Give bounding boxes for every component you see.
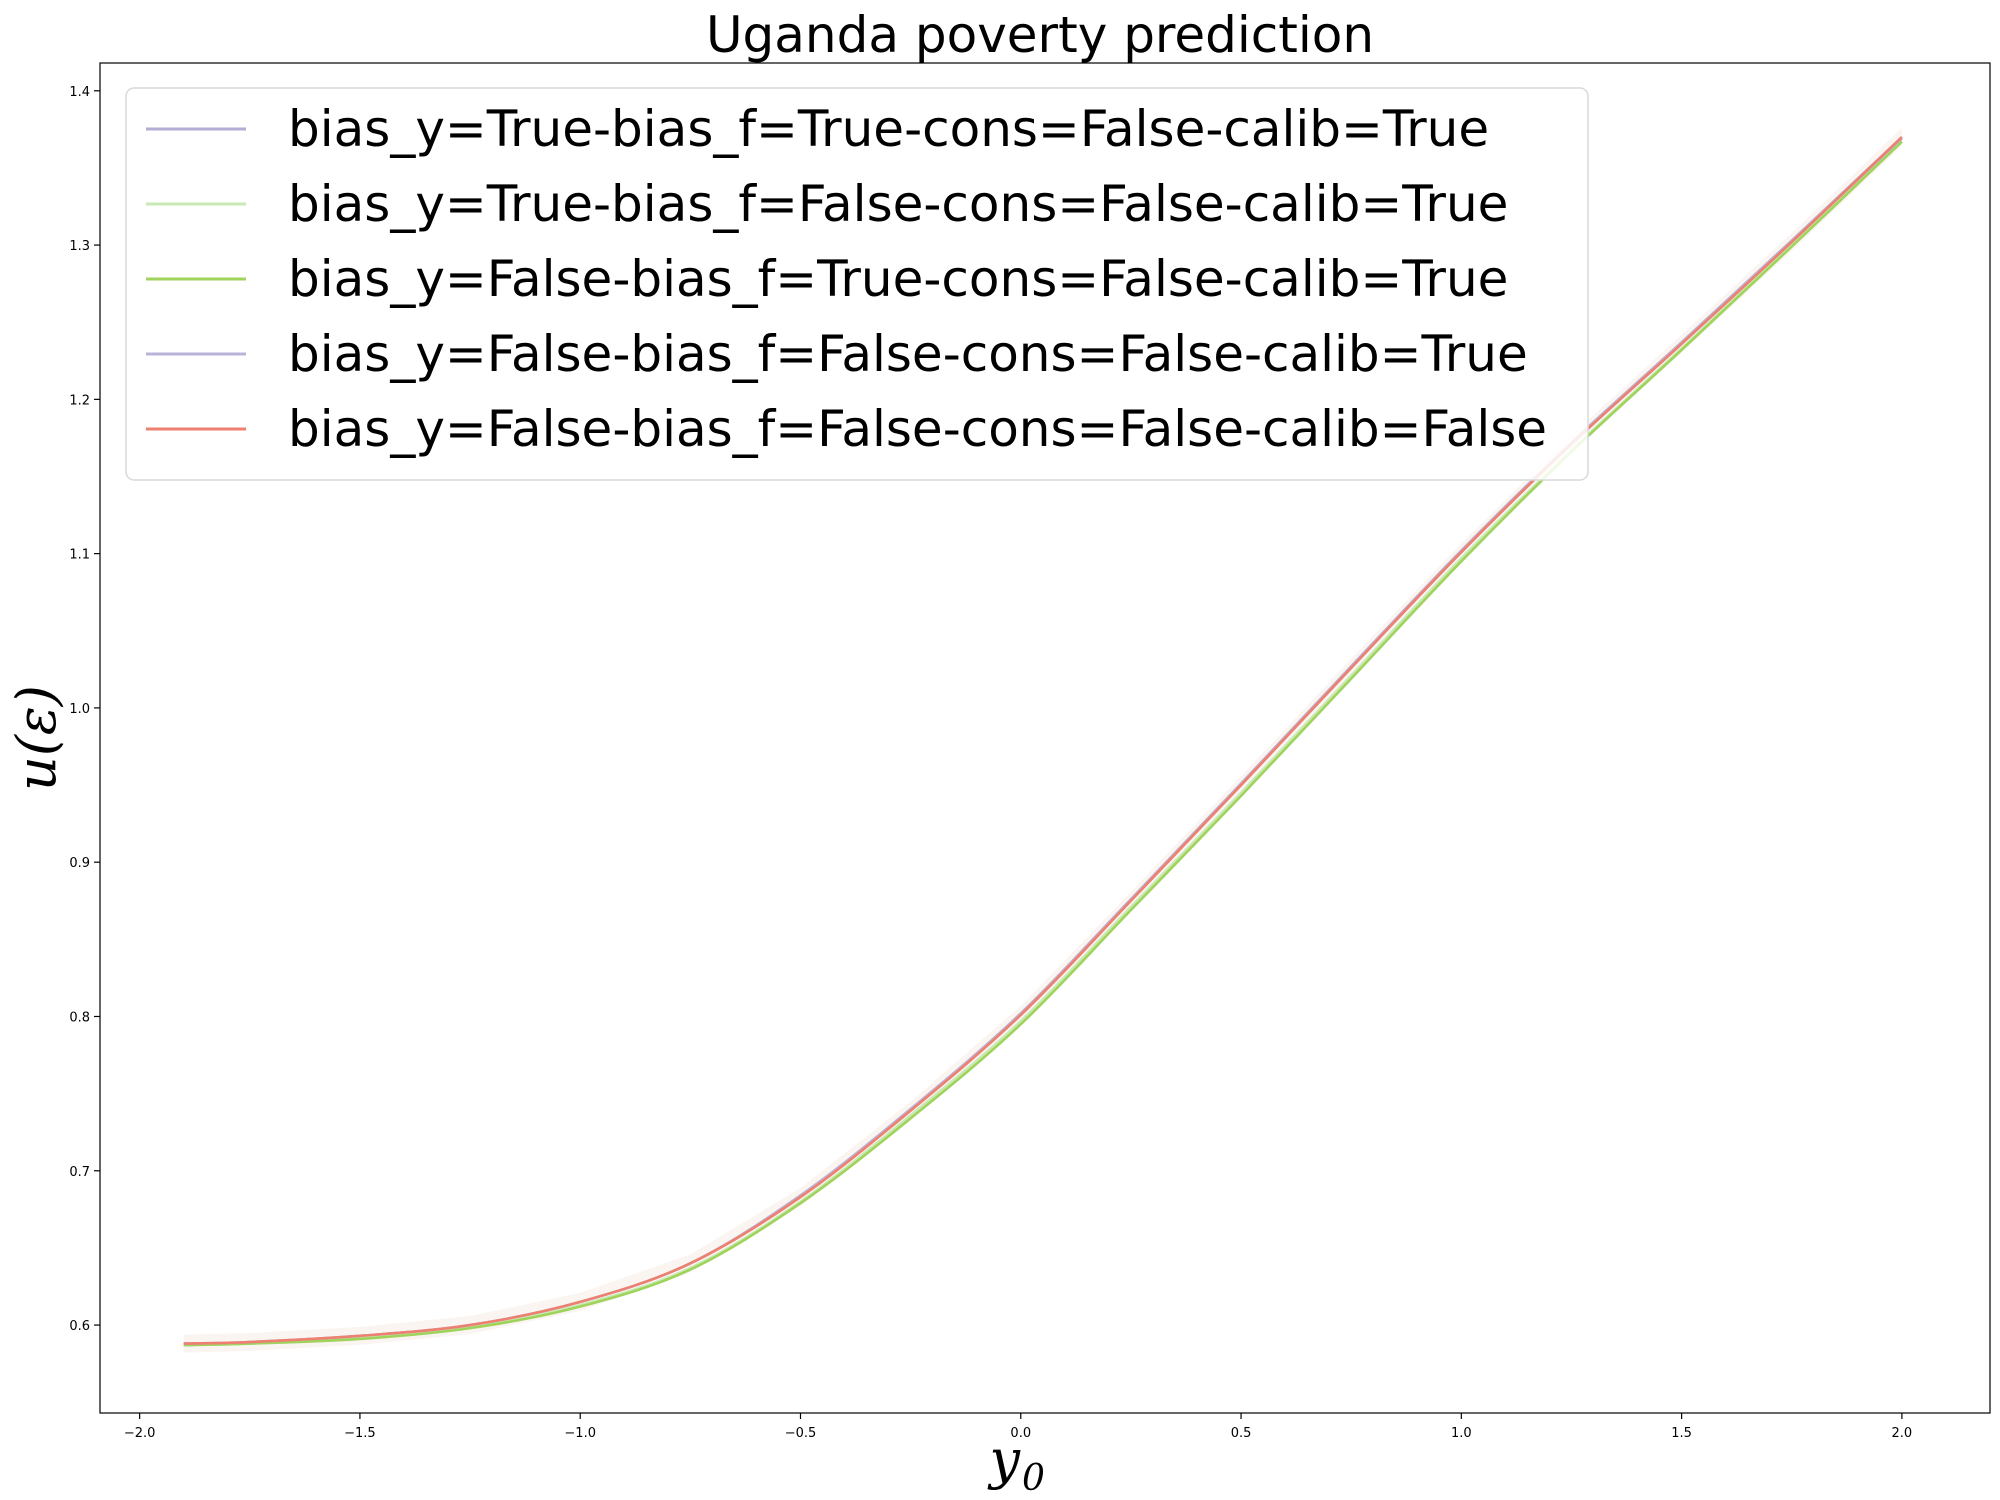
series-line xyxy=(183,140,1903,1347)
x-axis-label-main: y xyxy=(987,1428,1021,1491)
x-tick-label: −1.0 xyxy=(564,1426,596,1441)
x-tick-label: 0.0 xyxy=(1010,1426,1031,1441)
legend-label: bias_y=False-bias_f=False-cons=False-cal… xyxy=(288,400,1547,458)
x-tick-label: 0.5 xyxy=(1231,1426,1252,1441)
x-tick-label: −2.0 xyxy=(124,1426,156,1441)
y-tick-label: 0.8 xyxy=(69,1010,90,1025)
legend-label: bias_y=False-bias_f=False-cons=False-cal… xyxy=(288,325,1528,383)
x-axis-label: y xyxy=(987,1428,1021,1491)
x-tick-label: 1.5 xyxy=(1671,1426,1692,1441)
chart-title: Uganda poverty prediction xyxy=(706,6,1374,64)
y-tick-label: 1.0 xyxy=(69,702,90,717)
y-tick-label: 0.6 xyxy=(69,1319,90,1334)
legend-items: bias_y=True-bias_f=True-cons=False-calib… xyxy=(146,100,1547,458)
y-axis-ticks: 0.6 0.7 0.8 0.9 1.0 1.1 1.2 1.3 1.4 xyxy=(69,85,100,1334)
x-axis-label-subscript: 0 xyxy=(1022,1458,1045,1499)
x-tick-label: −0.5 xyxy=(785,1426,817,1441)
x-tick-label: −1.5 xyxy=(344,1426,376,1441)
series-line xyxy=(183,136,1903,1345)
y-axis-label: u(ε) xyxy=(5,685,68,791)
plot-area-frame xyxy=(99,62,1991,1414)
y-tick-label: 1.1 xyxy=(69,548,90,563)
y-tick-label: 0.7 xyxy=(69,1165,90,1180)
series-lines xyxy=(183,136,1903,1347)
y-tick-label: 0.9 xyxy=(69,856,90,871)
y-tick-label: 1.4 xyxy=(69,85,90,100)
legend-label: bias_y=True-bias_f=True-cons=False-calib… xyxy=(288,100,1489,158)
legend-label: bias_y=False-bias_f=True-cons=False-cali… xyxy=(288,250,1508,308)
legend-label: bias_y=True-bias_f=False-cons=False-cali… xyxy=(288,175,1508,233)
legend-box xyxy=(125,87,1589,481)
y-tick-label: 1.2 xyxy=(69,393,90,408)
x-tick-label: 1.0 xyxy=(1451,1426,1472,1441)
legend: bias_y=True-bias_f=True-cons=False-calib… xyxy=(125,87,1589,481)
y-tick-label: 1.3 xyxy=(69,239,90,254)
x-tick-label: 2.0 xyxy=(1892,1426,1913,1441)
x-axis-ticks: −2.0 −1.5 −1.0 −0.5 0.0 0.5 1.0 1.5 2.0 xyxy=(124,1413,1912,1441)
